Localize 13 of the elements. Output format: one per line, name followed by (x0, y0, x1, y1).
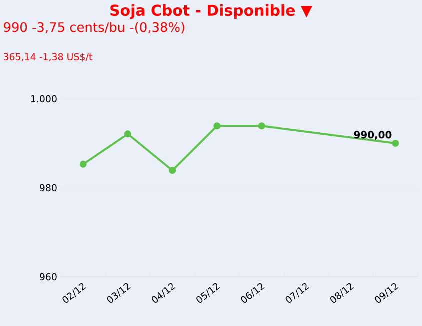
chart-title: Soja Cbot - Disponible ▼ (110, 4, 312, 20)
y-tick-label: 980 (40, 184, 57, 192)
point (80, 160, 87, 168)
point (124, 130, 132, 138)
y-tick-label: 1.000 (31, 95, 57, 103)
chart-subtitle: 990 -3,75 cents/bu -(0,38%) (4, 22, 184, 34)
data-label: 990,00 (354, 131, 392, 140)
point (392, 140, 400, 147)
point (169, 167, 176, 174)
point (214, 122, 221, 130)
text: 365,14 -1,38 US$/t (4, 53, 92, 62)
point (258, 122, 266, 130)
y-tick-label: 960 (40, 273, 57, 281)
